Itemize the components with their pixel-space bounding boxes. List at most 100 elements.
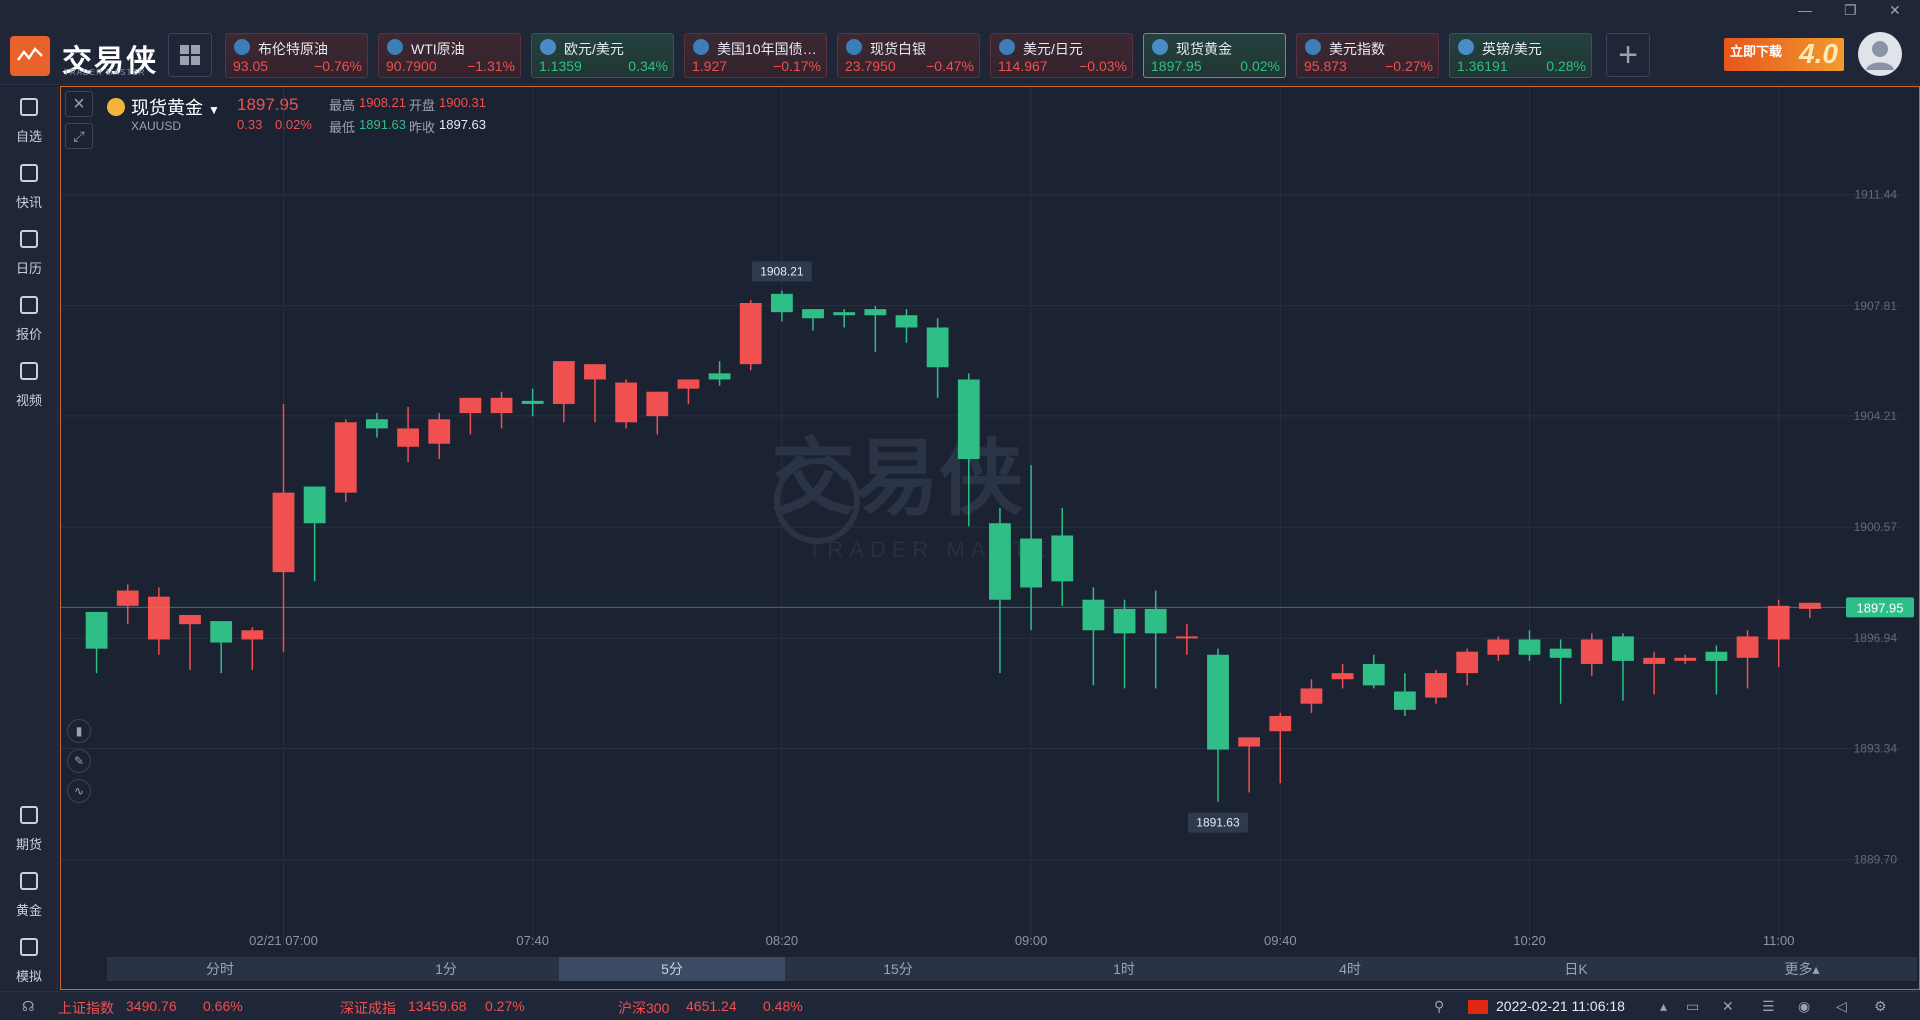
candle bbox=[646, 391, 669, 417]
ticker-name: 英镑/美元 bbox=[1482, 41, 1542, 57]
ticker-3[interactable]: 美国10年国债… 1.927 −0.17% bbox=[684, 33, 827, 78]
collapse-icon[interactable]: ▴ bbox=[1660, 998, 1668, 1014]
add-ticker-button[interactable]: + bbox=[1606, 33, 1650, 77]
alert-icon[interactable]: ⚲ bbox=[1434, 998, 1445, 1014]
ticker-5[interactable]: 美元/日元 114.967 −0.03% bbox=[990, 33, 1133, 78]
index-value: 4651.24 bbox=[686, 998, 737, 1014]
candle bbox=[802, 309, 824, 319]
candle bbox=[1300, 688, 1323, 704]
candle bbox=[708, 373, 731, 380]
tab-timeframe-6[interactable]: 日K bbox=[1564, 961, 1588, 977]
list-icon[interactable]: ☰ bbox=[1762, 998, 1775, 1014]
candle bbox=[1207, 654, 1229, 750]
ticker-change: −0.47% bbox=[926, 58, 974, 74]
indicator-tool-button[interactable]: ▮ bbox=[67, 719, 91, 743]
index-value: 13459.68 bbox=[408, 998, 467, 1014]
draw-tool-button[interactable]: ✎ bbox=[67, 749, 91, 773]
sidebar-item-top-1[interactable]: 快讯 bbox=[0, 156, 58, 212]
prev-close-value: 1897.63 bbox=[439, 117, 486, 132]
x-tick-label: 11:00 bbox=[1763, 933, 1795, 948]
mute-icon[interactable]: ◁ bbox=[1836, 998, 1847, 1014]
x-tick-label: 07:40 bbox=[516, 933, 549, 948]
symbol-change: 0.33 bbox=[237, 117, 263, 132]
close-window-button[interactable]: ✕ bbox=[1889, 2, 1901, 18]
gold-icon bbox=[107, 98, 125, 116]
watermark-logo-icon bbox=[774, 458, 860, 544]
candle bbox=[1113, 608, 1136, 634]
candle bbox=[1393, 691, 1416, 710]
tab-timeframe-4[interactable]: 1时 bbox=[1113, 961, 1135, 977]
candle bbox=[85, 611, 108, 649]
sidebar-item-top-3[interactable]: 报价 bbox=[0, 288, 58, 344]
y-tick-label: 1900.57 bbox=[1854, 520, 1898, 534]
watermark: 交易侠 bbox=[771, 431, 1024, 525]
candle bbox=[1082, 599, 1105, 631]
tab-timeframe-5[interactable]: 4时 bbox=[1339, 961, 1361, 977]
ticker-6[interactable]: 现货黄金 1897.95 0.02% bbox=[1143, 33, 1286, 78]
index-name[interactable]: 深证成指 bbox=[340, 1000, 396, 1016]
index-name[interactable]: 上证指数 bbox=[58, 1000, 114, 1016]
promo-label: 立即下载 bbox=[1730, 44, 1783, 59]
ticker-name: 现货黄金 bbox=[1176, 41, 1232, 57]
plus-icon: + bbox=[1618, 35, 1638, 74]
ticker-8[interactable]: 英镑/美元 1.36191 0.28% bbox=[1449, 33, 1592, 78]
tab-timeframe-2[interactable]: 5分 bbox=[559, 957, 785, 981]
expand-chart-button[interactable]: ⤢ bbox=[65, 123, 93, 149]
open-label: 开盘 bbox=[409, 98, 436, 113]
candle bbox=[739, 303, 762, 365]
tab-timeframe-7[interactable]: 更多▴ bbox=[1784, 961, 1820, 977]
app-logo-icon bbox=[10, 36, 50, 76]
layout-grid-button[interactable] bbox=[168, 33, 212, 77]
candle bbox=[1643, 657, 1665, 664]
settings-icon[interactable]: ⚙ bbox=[1874, 998, 1887, 1014]
index-change: 0.48% bbox=[763, 998, 803, 1014]
candle bbox=[1767, 605, 1790, 640]
user-avatar[interactable] bbox=[1858, 32, 1902, 76]
symbol-name[interactable]: 现货黄金 ▼ bbox=[131, 94, 220, 120]
tools-icon[interactable]: ✕ bbox=[1722, 998, 1734, 1014]
minimize-button[interactable]: — bbox=[1798, 2, 1812, 18]
x-tick-label: 09:40 bbox=[1264, 933, 1297, 948]
close-icon: × bbox=[73, 93, 85, 115]
tab-timeframe-3[interactable]: 15分 bbox=[883, 961, 913, 977]
index-name[interactable]: 沪深300 bbox=[618, 1000, 670, 1016]
bar-chart-icon bbox=[693, 39, 709, 55]
candle bbox=[1518, 639, 1541, 655]
sidebar-item-top-4[interactable]: 视频 bbox=[0, 354, 58, 410]
ticker-1[interactable]: WTI原油 90.7900 −1.31% bbox=[378, 33, 521, 78]
sidebar-item-bottom-0[interactable]: 期货 bbox=[0, 798, 58, 854]
sidebar-item-bottom-1[interactable]: 黄金 bbox=[0, 864, 58, 920]
ticker-change: 0.28% bbox=[1546, 58, 1586, 74]
candle bbox=[1362, 663, 1385, 686]
candle bbox=[1144, 608, 1167, 634]
wave-icon: ∿ bbox=[73, 784, 85, 798]
close-chart-button[interactable]: × bbox=[65, 91, 93, 117]
chart-settings-button[interactable]: ∿ bbox=[67, 779, 91, 803]
candle bbox=[397, 428, 419, 447]
candle bbox=[521, 400, 544, 404]
us-flag-icon bbox=[540, 39, 556, 55]
candle bbox=[334, 422, 357, 493]
sidebar-item-top-0[interactable]: 自选 bbox=[0, 90, 58, 146]
pencil-icon: ✎ bbox=[73, 754, 85, 768]
ticker-price: 95.873 bbox=[1304, 58, 1347, 74]
layout-icon[interactable]: ▭ bbox=[1686, 998, 1700, 1014]
headset-icon[interactable]: ☊ bbox=[22, 998, 35, 1014]
camera-icon[interactable]: ◉ bbox=[1798, 998, 1811, 1014]
candle bbox=[1456, 651, 1479, 674]
candle bbox=[833, 312, 856, 316]
tab-timeframe-0[interactable]: 分时 bbox=[206, 961, 234, 977]
tab-timeframe-1[interactable]: 1分 bbox=[435, 961, 457, 977]
ticker-7[interactable]: 美元指数 95.873 −0.27% bbox=[1296, 33, 1439, 78]
candle bbox=[366, 419, 388, 429]
candle bbox=[1798, 602, 1821, 609]
download-promo-banner[interactable]: 立即下载 4.0 bbox=[1724, 38, 1844, 71]
high-marker-label: 1908.21 bbox=[760, 265, 804, 279]
restore-button[interactable]: ❐ bbox=[1844, 2, 1857, 18]
ticker-0[interactable]: 布伦特原油 93.05 −0.76% bbox=[225, 33, 368, 78]
sidebar-item-top-2[interactable]: 日历 bbox=[0, 222, 58, 278]
ticker-2[interactable]: 欧元/美元 1.1359 0.34% bbox=[531, 33, 674, 78]
ticker-4[interactable]: 现货白银 23.7950 −0.47% bbox=[837, 33, 980, 78]
sidebar-item-bottom-2[interactable]: 模拟 bbox=[0, 930, 58, 986]
